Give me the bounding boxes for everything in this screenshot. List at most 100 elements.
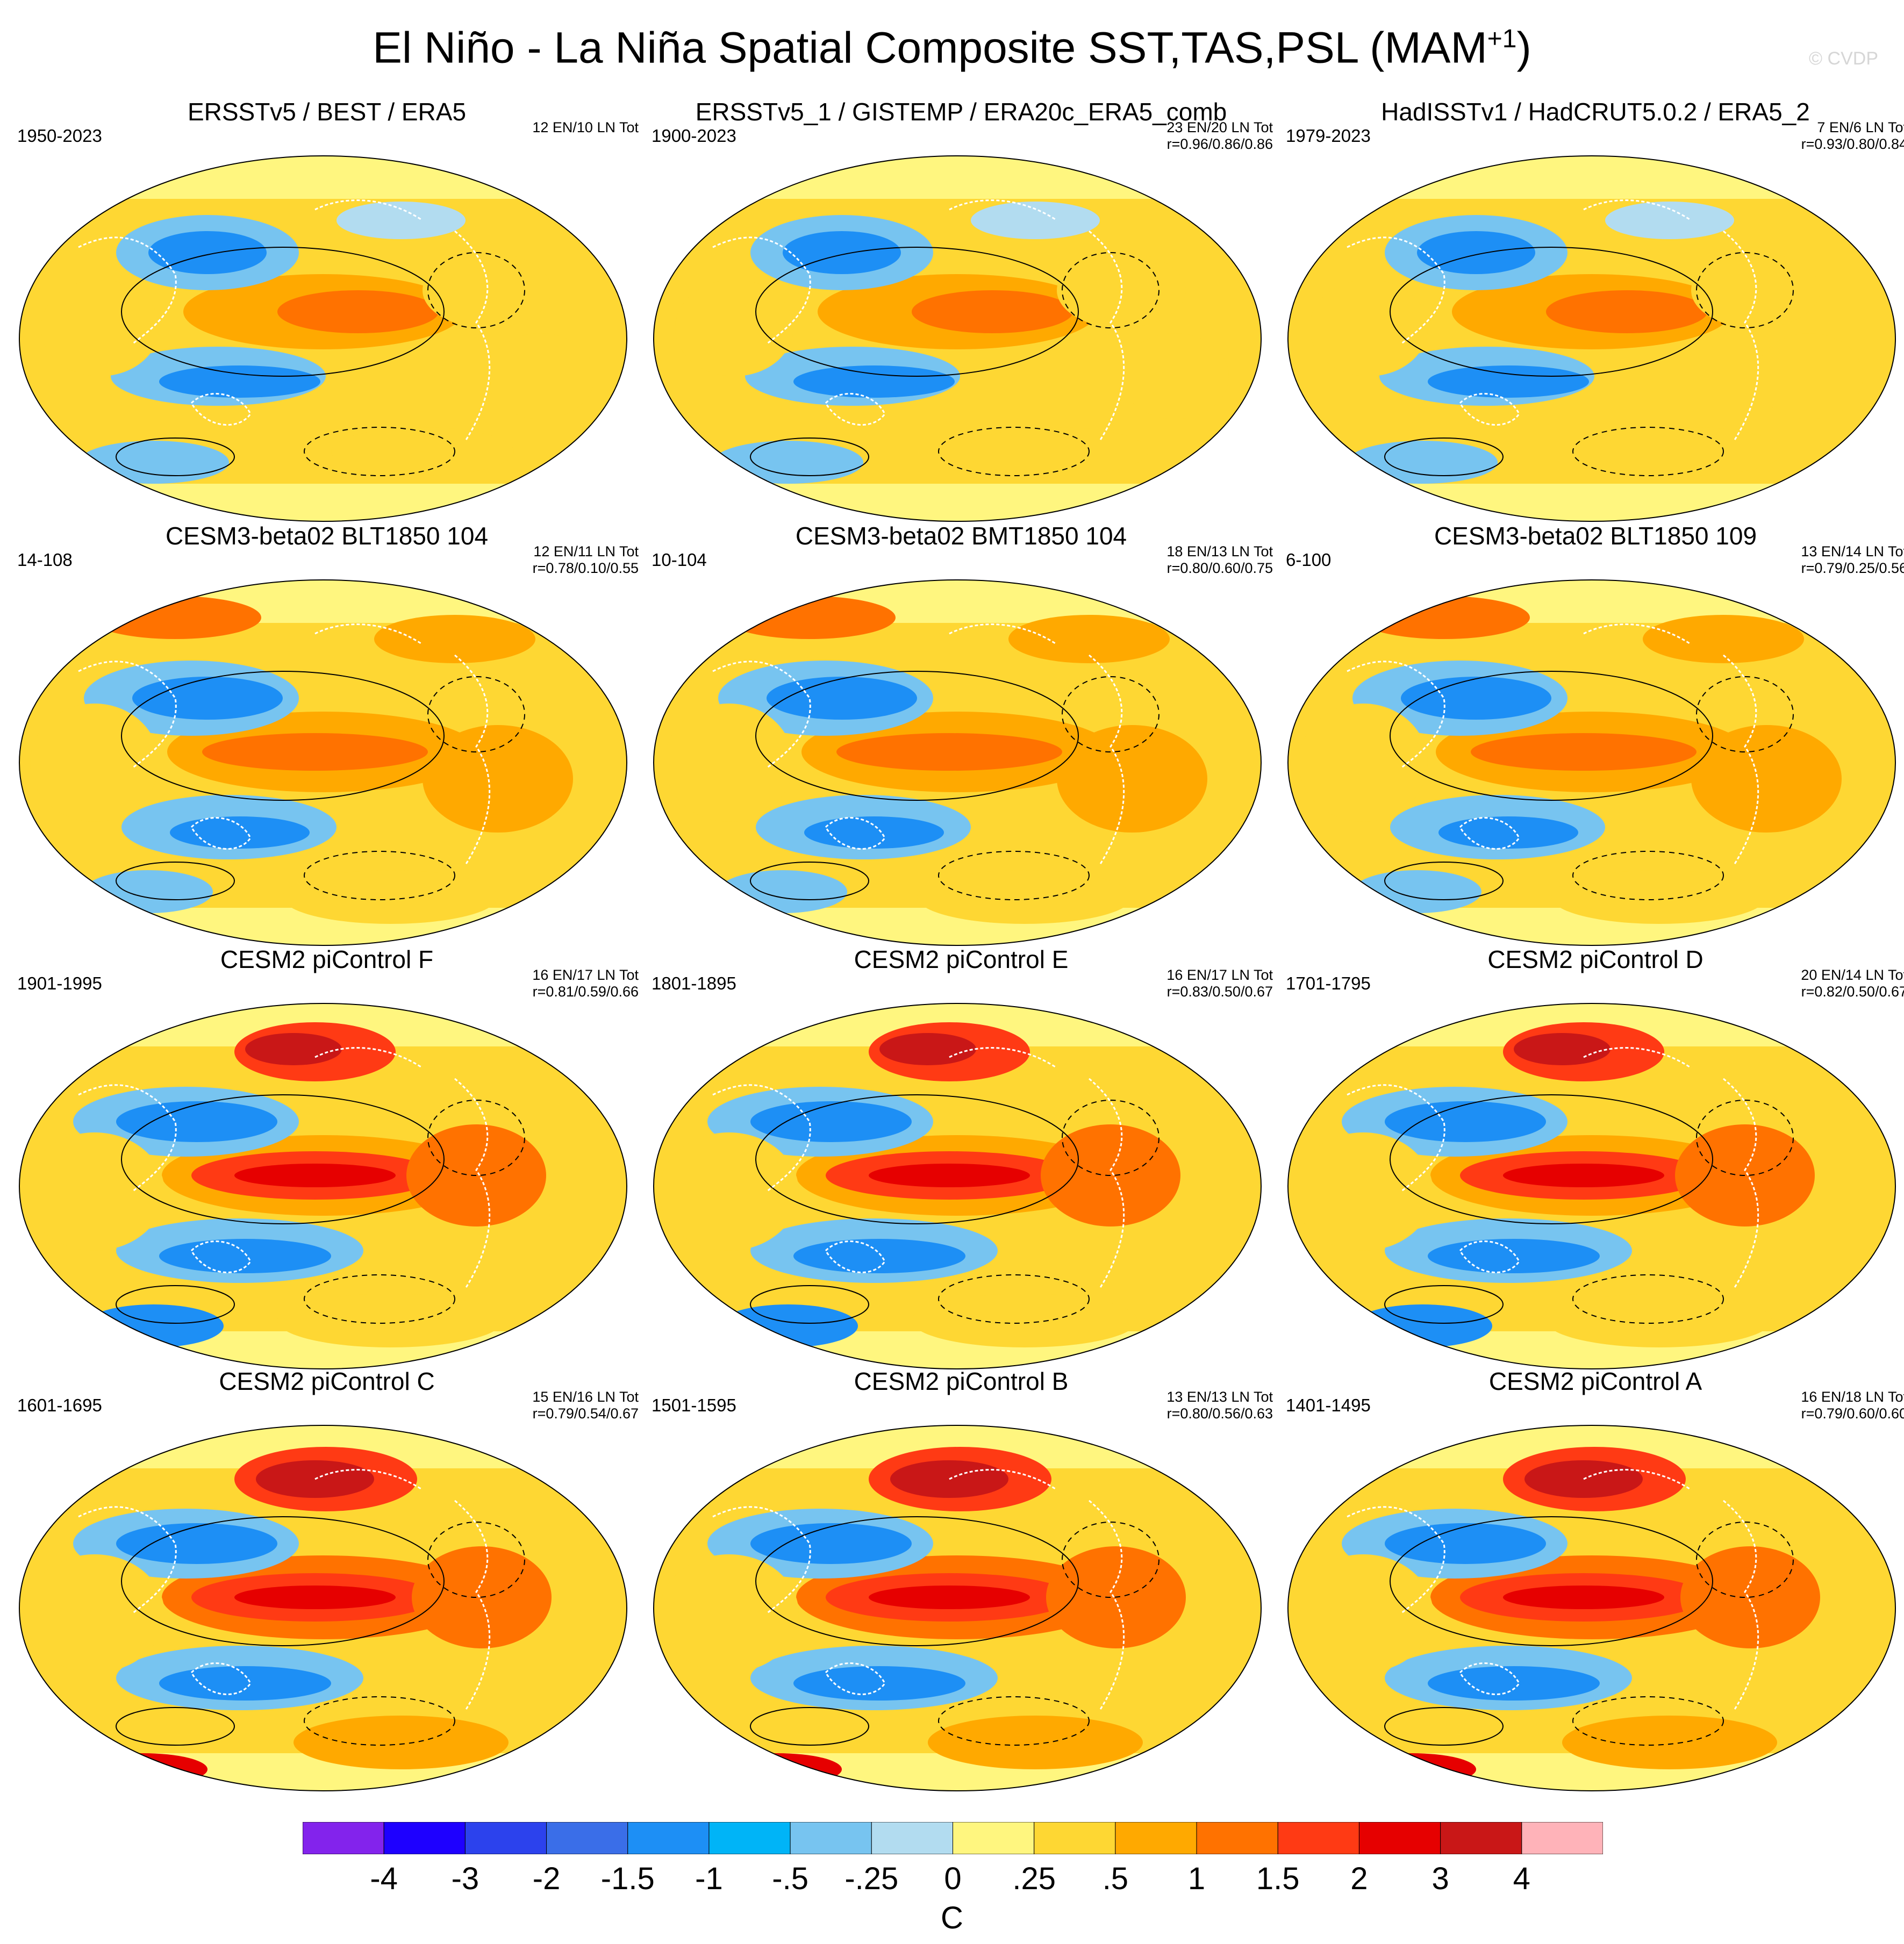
panel-event-counts: 20 EN/14 LN Tot [1801, 967, 1904, 983]
map-border [1287, 579, 1896, 946]
panel-event-counts: 16 EN/18 LN Tot [1801, 1389, 1904, 1405]
anomaly-region [132, 677, 283, 720]
colorbar-swatch [871, 1822, 953, 1854]
coastline [190, 393, 252, 426]
anomaly-region [750, 1523, 912, 1564]
psl-contour [1390, 247, 1713, 377]
anomaly-region [1600, 427, 1783, 476]
map-border [19, 155, 627, 522]
composite-map [19, 579, 627, 946]
colorbar-swatch [383, 1822, 466, 1854]
panel-years: 1979-2023 [1286, 126, 1371, 146]
psl-contour [1390, 1094, 1713, 1224]
anomaly-region [1057, 725, 1207, 833]
psl-contour [755, 1516, 1079, 1646]
anomaly-region [41, 279, 159, 376]
psl-contour [121, 1516, 445, 1646]
coastline [825, 1240, 886, 1273]
anomaly-region [1428, 1239, 1600, 1273]
anomaly-region [159, 365, 320, 398]
colorbar-swatch [464, 1822, 547, 1854]
anomaly-region [1471, 733, 1697, 771]
map-border [19, 1003, 627, 1369]
anomaly-region [1503, 1164, 1664, 1187]
figure-title: El Niño - La Niña Spatial Composite SST,… [0, 10, 1904, 77]
panel-event-counts: 13 EN/13 LN Tot [1166, 1389, 1273, 1405]
anomaly-region [1562, 1716, 1777, 1769]
panel-title: ERSSTv5_1 / GISTEMP / ERA20c_ERA5_comb [695, 98, 1227, 126]
panel-stats: 23 EN/20 LN Tot r=0.96/0.86/0.86 [1166, 119, 1273, 153]
anomaly-region [1756, 333, 1863, 419]
panel-pattern-correlation: r=0.93/0.80/0.84 [1801, 136, 1904, 152]
coastline [825, 817, 886, 850]
psl-contour [750, 1707, 869, 1746]
composite-map [653, 1003, 1262, 1369]
psl-contour [938, 1696, 1090, 1746]
panel-event-counts: 15 EN/16 LN Tot [532, 1389, 639, 1405]
anomaly-region [234, 1586, 396, 1609]
anomaly-region [659, 1132, 799, 1251]
panel-stats: 16 EN/17 LN Tot r=0.81/0.59/0.66 [532, 967, 639, 1000]
panel-stats: 13 EN/13 LN Tot r=0.80/0.56/0.63 [1166, 1389, 1273, 1422]
cvdp-watermark: © CVDP [1809, 48, 1878, 69]
anomaly-region [793, 365, 955, 398]
panel-pattern-correlation: r=0.79/0.60/0.60 [1801, 1405, 1904, 1422]
colorbar-tick-label: .5 [1102, 1861, 1129, 1896]
map-panel: CESM2 piControl D 1701-1795 20 EN/14 LN To… [1278, 943, 1904, 1369]
panel-years: 1950-2023 [17, 126, 102, 146]
psl-contour [938, 851, 1090, 900]
psl-contour [1696, 1100, 1794, 1176]
colorbar-swatch [303, 1822, 384, 1854]
anomaly-region [767, 677, 917, 720]
psl-contour [1572, 427, 1724, 476]
anomaly-region [1352, 870, 1481, 913]
anomaly-region [750, 1101, 912, 1142]
anomaly-region [234, 1164, 396, 1187]
anomaly-region [917, 870, 1132, 924]
anomaly-region [25, 1132, 164, 1251]
coastline [1723, 1500, 1759, 1711]
panel-stats: 7 EN/6 LN Tot r=0.93/0.80/0.84 [1801, 119, 1904, 153]
psl-contour [304, 1274, 455, 1324]
coastline [1723, 654, 1759, 865]
coastline [454, 230, 491, 441]
anomaly-region [836, 733, 1062, 771]
composite-map [19, 155, 627, 522]
anomaly-region [1401, 677, 1551, 720]
panel-years: 1801-1895 [652, 973, 736, 993]
anomaly-region [1293, 1132, 1433, 1251]
coastline [1583, 623, 1692, 645]
anomaly-region [1041, 1124, 1180, 1226]
anomaly-region [1643, 615, 1804, 663]
map-panel: CESM2 piControl E 1801-1895 16 EN/17 LN To… [644, 943, 1278, 1369]
anomaly-region [1417, 231, 1535, 274]
coastline [454, 654, 491, 865]
panel-years: 14-108 [17, 550, 73, 570]
panel-title: CESM3-beta02 BMT1850 104 [795, 522, 1127, 550]
panel-title: CESM2 piControl D [1487, 945, 1703, 973]
coastline [190, 1240, 252, 1273]
panel-years: 1501-1595 [652, 1395, 736, 1415]
composite-map [1287, 1003, 1896, 1369]
anomaly-region [1121, 333, 1229, 419]
panel-title: CESM3-beta02 BLT1850 109 [1434, 522, 1757, 550]
colorbar-swatch [708, 1822, 791, 1854]
psl-contour [1390, 671, 1713, 801]
colorbar-swatch [1440, 1822, 1522, 1854]
coastline [1723, 230, 1759, 441]
psl-contour [1062, 252, 1159, 328]
composite-map [1287, 155, 1896, 522]
anomaly-region [1385, 1523, 1546, 1564]
coastline [949, 199, 1057, 221]
colorbar-swatch [1196, 1822, 1278, 1854]
map-border [653, 155, 1262, 522]
panel-event-counts: 12 EN/11 LN Tot [533, 543, 639, 559]
anomaly-region [159, 1666, 331, 1701]
anomaly-region [1546, 290, 1707, 333]
coastline [1089, 654, 1125, 865]
panel-pattern-correlation: r=0.81/0.59/0.66 [532, 984, 639, 1000]
panel-years: 1900-2023 [652, 126, 736, 146]
panel-years: 6-100 [1286, 550, 1332, 570]
panel-pattern-correlation: r=0.80/0.60/0.75 [1166, 560, 1273, 576]
map-border [19, 579, 627, 946]
